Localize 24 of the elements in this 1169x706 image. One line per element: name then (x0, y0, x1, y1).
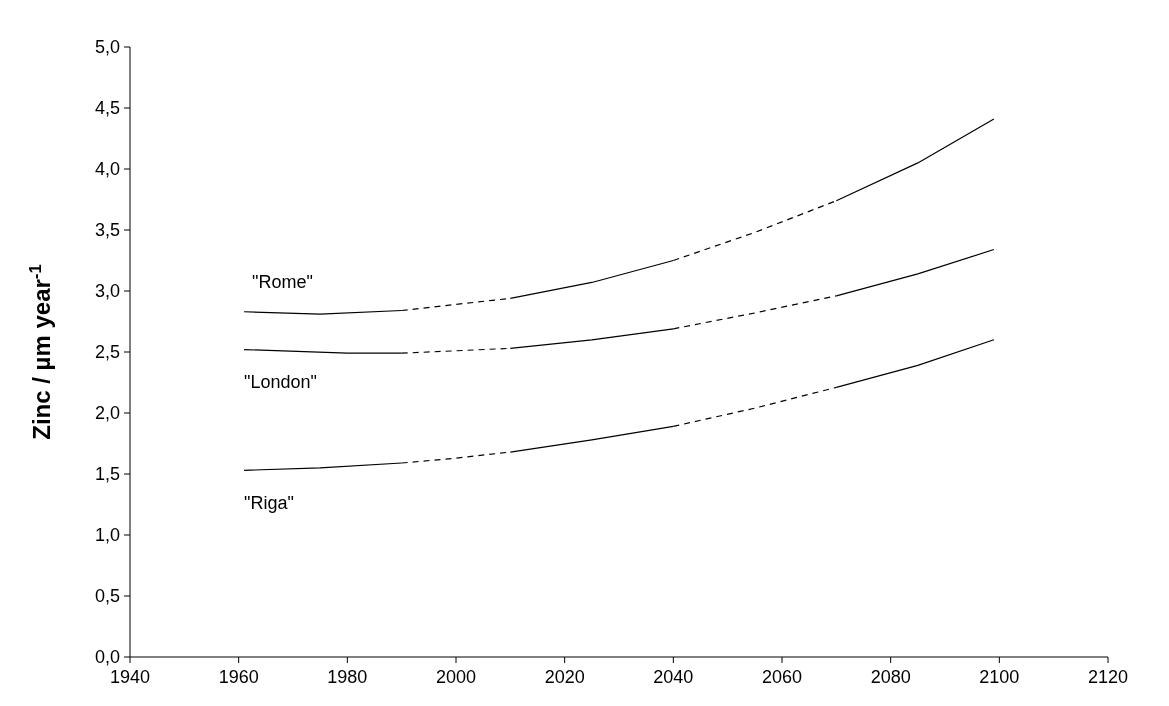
y-tick-label: 5,0 (94, 37, 120, 58)
x-tick-label: 1940 (109, 667, 151, 687)
x-tick-label: 2060 (761, 667, 803, 687)
y-tick-label: 4,0 (94, 159, 120, 180)
y-tick-label: 0,0 (94, 647, 120, 668)
x-tick-label: 2100 (979, 667, 1020, 687)
y-tick-label: 1,0 (94, 525, 120, 546)
annotation: "Rome" (252, 272, 313, 293)
y-tick-label: 2,5 (94, 342, 120, 363)
y-tick-label: 3,5 (94, 220, 120, 241)
annotation: "London" (244, 371, 317, 392)
x-tick-label: 1980 (327, 667, 368, 687)
y-tick-label: 2,0 (94, 403, 120, 424)
x-tick-label: 2020 (544, 667, 585, 687)
x-tick-label: 2120 (1087, 667, 1129, 687)
y-tick-label: 0,5 (94, 586, 120, 607)
x-tick-label: 2000 (435, 667, 477, 687)
x-tick-label: 2040 (653, 667, 694, 687)
x-tick-label: 2080 (870, 667, 911, 687)
x-tick-label: 1960 (218, 667, 259, 687)
annotation: "Riga" (244, 492, 294, 513)
y-tick-label: 3,0 (94, 281, 120, 302)
y-tick-label: 1,5 (94, 464, 120, 485)
y-tick-label: 4,5 (94, 98, 120, 119)
